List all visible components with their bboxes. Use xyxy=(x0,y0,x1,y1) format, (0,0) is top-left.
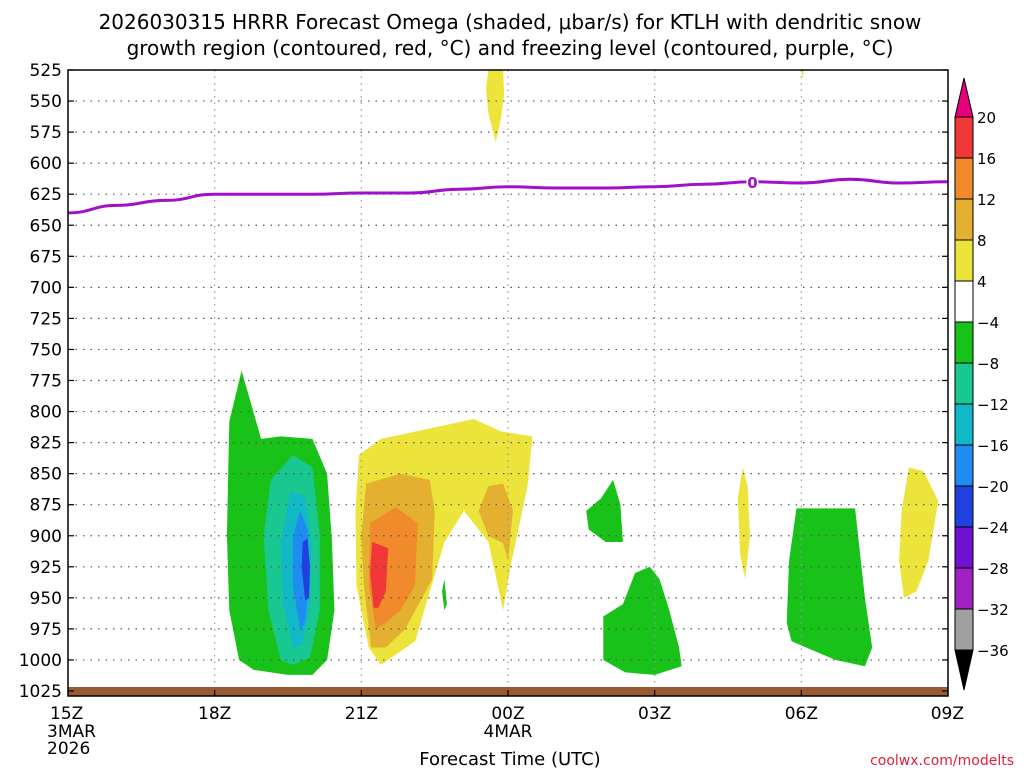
freezing-level-label: 0 xyxy=(747,174,757,192)
xtick-sub1-15Z: 3MAR xyxy=(47,722,96,742)
ytick-label-850: 850 xyxy=(30,465,62,485)
colorbar-box-12 xyxy=(954,608,974,651)
colorbar-label-7: −12 xyxy=(977,396,1009,414)
colorbar-label-1: 16 xyxy=(977,150,996,168)
ytick-label-800: 800 xyxy=(30,403,62,423)
omega-region-13 xyxy=(603,566,682,675)
colorbar-box-9 xyxy=(954,485,974,528)
freezing-level-contour: 0 xyxy=(67,172,949,215)
colorbar-box-1 xyxy=(954,157,974,200)
colorbar-label-13: −36 xyxy=(977,642,1009,660)
ytick-label-825: 825 xyxy=(30,434,62,454)
ytick-label-650: 650 xyxy=(30,216,62,236)
omega-region-16 xyxy=(899,467,939,598)
omega-region-4 xyxy=(301,538,310,601)
ytick-label-700: 700 xyxy=(30,278,62,298)
ytick-label-675: 675 xyxy=(30,247,62,267)
xtick-label-03Z: 03Z xyxy=(638,704,671,724)
ytick-label-600: 600 xyxy=(30,154,62,174)
ytick-label-625: 625 xyxy=(30,185,62,205)
xtick-label-09Z: 09Z xyxy=(931,704,964,724)
colorbar-bottom-arrow xyxy=(954,649,974,691)
chart-title-line1: 2026030315 HRRR Forecast Omega (shaded, … xyxy=(99,10,922,34)
ytick-label-775: 775 xyxy=(30,372,62,392)
omega-region-15 xyxy=(786,508,873,667)
y-axis-ticks: 525 550 575 600 625 650 675 700 725 750 775 800 825 8… xyxy=(19,61,948,702)
xtick-label-00Z: 00Z xyxy=(491,704,524,724)
omega-region-11 xyxy=(442,579,447,611)
ytick-label-925: 925 xyxy=(30,558,62,578)
chart-title-line2: growth region (contoured, red, °C) and f… xyxy=(127,36,894,60)
ytick-label-1025: 1025 xyxy=(19,682,62,702)
colorbar-box-0 xyxy=(954,116,974,159)
ytick-label-1000: 1000 xyxy=(19,651,62,671)
ytick-label-750: 750 xyxy=(30,340,62,360)
colorbar-box-2 xyxy=(954,198,974,241)
ytick-label-875: 875 xyxy=(30,496,62,516)
colorbar-box-8 xyxy=(954,444,974,487)
omega-region-14 xyxy=(737,467,750,580)
omega-region-17 xyxy=(801,70,804,79)
ytick-label-975: 975 xyxy=(30,620,62,640)
omega-region-3 xyxy=(292,510,309,629)
omega-region-12 xyxy=(586,479,623,542)
xtick-label-15Z: 15Z xyxy=(50,704,83,724)
colorbar-box-3 xyxy=(954,239,974,282)
x-axis-label: Forecast Time (UTC) xyxy=(419,749,600,768)
ytick-label-550: 550 xyxy=(30,92,62,112)
colorbar-label-9: −20 xyxy=(977,478,1009,496)
xtick-label-18Z: 18Z xyxy=(198,704,231,724)
ytick-label-725: 725 xyxy=(30,309,62,329)
colorbar-label-4: 4 xyxy=(977,273,987,291)
colorbar-label-3: 8 xyxy=(977,232,987,250)
omega-region-9 xyxy=(478,483,513,561)
colorbar-label-6: −8 xyxy=(977,355,999,373)
xtick-sub2-15Z: 2026 xyxy=(47,739,90,759)
colorbar-box-11 xyxy=(954,567,974,610)
omega-region-10 xyxy=(486,70,505,142)
colorbar-label-10: −24 xyxy=(977,519,1009,537)
freezing-level-line xyxy=(67,177,949,215)
ytick-label-950: 950 xyxy=(30,589,62,609)
colorbar-box-6 xyxy=(954,362,974,405)
xtick-label-21Z: 21Z xyxy=(345,704,378,724)
credit-text: coolwx.com/modelts xyxy=(870,753,1014,768)
gridlines xyxy=(68,70,948,696)
omega-region-8 xyxy=(370,542,389,608)
colorbar-box-7 xyxy=(954,403,974,446)
colorbar-label-0: 20 xyxy=(977,109,996,127)
xtick-sub1-00Z: 4MAR xyxy=(484,722,533,742)
ytick-label-575: 575 xyxy=(30,123,62,143)
colorbar-box-10 xyxy=(954,526,974,569)
colorbar-legend: 20 16 12 8 4 −4 −8 −12 −16 −20 −24 −28 −32 −36 xyxy=(954,77,1009,691)
omega-shading xyxy=(226,70,939,675)
colorbar-label-12: −32 xyxy=(977,601,1009,619)
xtick-label-06Z: 06Z xyxy=(785,704,818,724)
colorbar-label-5: −4 xyxy=(977,314,999,332)
colorbar-box-5 xyxy=(954,321,974,364)
colorbar-label-11: −28 xyxy=(977,560,1009,578)
ytick-label-900: 900 xyxy=(30,527,62,547)
colorbar-label-2: 12 xyxy=(977,191,996,209)
ytick-label-525: 525 xyxy=(30,61,62,81)
colorbar-top-arrow xyxy=(954,77,974,118)
colorbar-label-8: −16 xyxy=(977,437,1009,455)
freezing-label-bg xyxy=(746,172,759,189)
colorbar-box-4 xyxy=(954,280,974,323)
